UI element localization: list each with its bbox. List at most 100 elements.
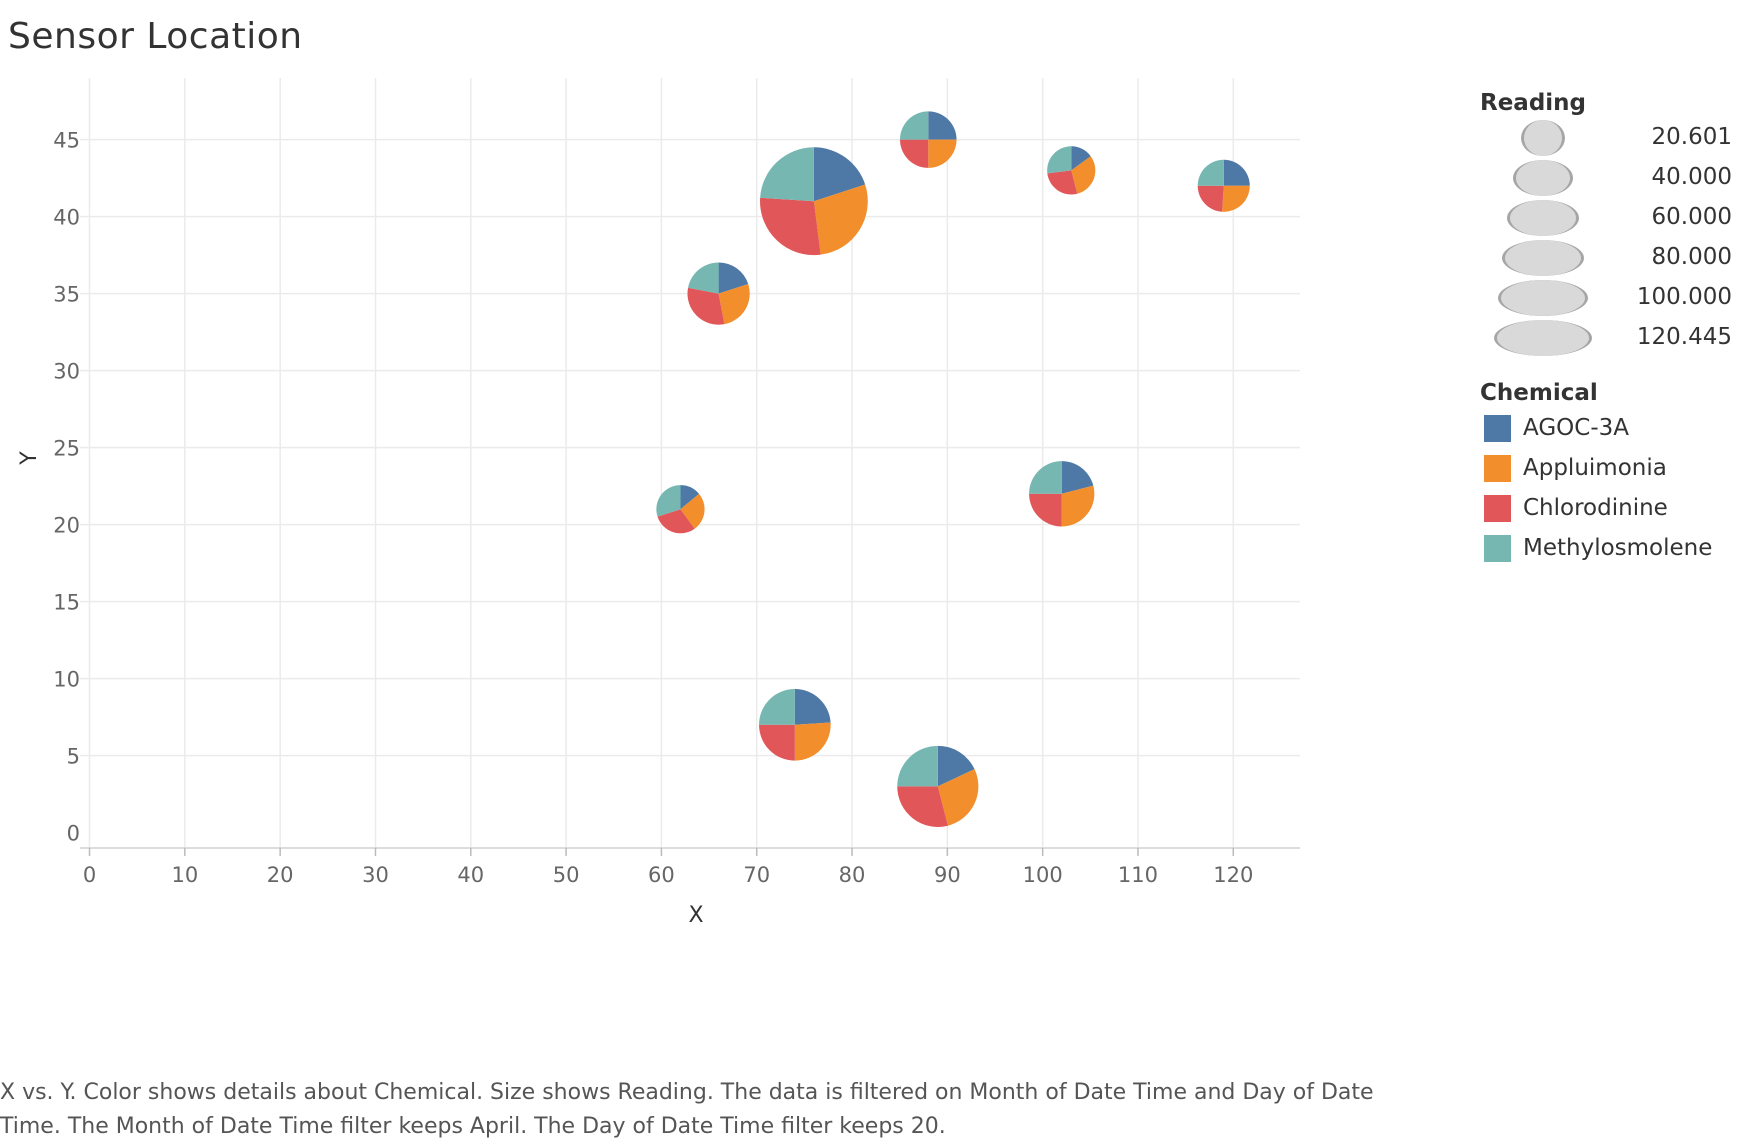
pie-slice	[680, 485, 700, 510]
color-legend-item: Methylosmolene	[1480, 528, 1750, 568]
color-legend-item: Chlorodinine	[1480, 488, 1750, 528]
pie-marker	[656, 485, 705, 534]
y-tick-label: 5	[67, 745, 80, 769]
pie-slice	[1197, 185, 1224, 212]
size-swatch	[1521, 120, 1565, 156]
pie-slice	[656, 485, 681, 517]
size-legend-item: 20.601	[1480, 118, 1750, 158]
pie-slice	[759, 724, 795, 761]
pie-marker	[687, 262, 750, 325]
size-swatch	[1498, 280, 1588, 316]
size-legend-item: 60.000	[1480, 198, 1750, 238]
y-tick-label: 40	[53, 206, 80, 230]
y-tick-label: 0	[67, 822, 80, 846]
color-legend-label: AGOC-3A	[1523, 415, 1629, 441]
pie-slice	[718, 283, 750, 325]
size-swatch	[1507, 200, 1579, 236]
color-legend-item: AGOC-3A	[1480, 408, 1750, 448]
color-legend-label: Appluimonia	[1523, 455, 1667, 481]
axis-ticks: 0 10 20 30 40 50 60 70 80 90 100 110 120 0 5 10 15 20 25 30…	[53, 129, 1253, 887]
size-swatch	[1494, 320, 1592, 356]
pie-slice	[1197, 159, 1224, 186]
pie-slice	[1071, 156, 1096, 194]
pie-slice	[928, 111, 957, 140]
y-tick-label: 25	[53, 437, 80, 461]
pie-marker	[1047, 146, 1096, 195]
size-swatch	[1513, 160, 1573, 196]
color-legend-label: Chlorodinine	[1523, 495, 1668, 521]
pie-slice	[687, 287, 725, 325]
size-swatch	[1502, 240, 1584, 276]
y-tick-label: 35	[53, 283, 80, 307]
size-legend-label: 40.000	[1651, 164, 1732, 190]
pie-marker	[760, 147, 868, 256]
pie-marker	[1029, 461, 1095, 527]
size-legend-item: 40.000	[1480, 158, 1750, 198]
color-swatch	[1484, 454, 1511, 482]
color-swatch	[1484, 534, 1511, 562]
y-tick-label: 20	[53, 514, 80, 538]
pie-marker	[897, 745, 979, 827]
x-axis-title: X	[688, 903, 703, 928]
color-legend-item: Appluimonia	[1480, 448, 1750, 488]
pie-slice	[1061, 485, 1095, 527]
pie-slice	[794, 688, 831, 725]
pie-marker	[900, 111, 957, 168]
pie-slice	[1047, 170, 1078, 195]
y-tick-label: 45	[53, 129, 80, 153]
x-tick-label: 10	[171, 863, 198, 887]
size-legend-title: Reading	[1480, 90, 1587, 116]
x-tick-label: 120	[1213, 863, 1253, 887]
x-tick-label: 20	[267, 863, 294, 887]
y-tick-label: 10	[53, 668, 80, 692]
pie-slice	[657, 509, 695, 534]
x-tick-label: 70	[743, 863, 770, 887]
size-legend-label: 100.000	[1636, 284, 1732, 310]
x-tick-label: 90	[934, 863, 961, 887]
x-tick-label: 110	[1118, 863, 1158, 887]
pie-slice	[813, 184, 868, 255]
size-legend-item: 80.000	[1480, 238, 1750, 278]
pie-slice	[900, 111, 929, 140]
size-legend-item: 100.000	[1480, 278, 1750, 318]
pie-slice	[1029, 461, 1062, 494]
color-legend: AGOC-3A Appluimonia Chlorodinine Methylosmo…	[1480, 408, 1750, 568]
color-swatch	[1484, 414, 1511, 442]
pie-slice	[937, 745, 975, 787]
pie-slice	[794, 722, 831, 761]
pie-marker	[759, 688, 831, 761]
pie-slice	[680, 493, 705, 529]
x-tick-label: 0	[83, 863, 96, 887]
grid-lines	[80, 78, 1300, 849]
color-legend-label: Methylosmolene	[1523, 535, 1713, 561]
y-tick-label: 15	[53, 591, 80, 615]
pie-slice	[897, 745, 938, 787]
x-tick-label: 40	[457, 863, 484, 887]
pie-slice	[688, 262, 719, 294]
pie-slice	[813, 147, 866, 202]
size-legend-label: 60.000	[1651, 204, 1732, 230]
size-legend-label: 80.000	[1651, 244, 1732, 270]
pie-slice	[1222, 185, 1250, 212]
legend-panel: Reading 20.601 40.000 60.000 80.000 100.000 1…	[1480, 90, 1750, 568]
pie-slice	[928, 139, 957, 168]
pie-slice	[1061, 461, 1094, 494]
scatter-plot: 0 10 20 30 40 50 60 70 80 90 100 110 120 0 5 10 15 20 25 30…	[17, 78, 1300, 928]
size-legend-label: 20.601	[1651, 124, 1732, 150]
pie-slice	[759, 688, 795, 725]
color-legend-title: Chemical	[1480, 380, 1598, 406]
color-swatch	[1484, 494, 1511, 522]
pie-slice	[1223, 159, 1250, 186]
pie-slice	[1029, 493, 1062, 527]
x-tick-label: 100	[1023, 863, 1063, 887]
y-tick-label: 30	[53, 360, 80, 384]
chart-title: Sensor Location	[8, 16, 303, 57]
pie-markers	[656, 111, 1250, 827]
pie-slice	[760, 147, 814, 202]
pie-slice	[900, 139, 929, 168]
chart-caption: X vs. Y. Color shows details about Chemi…	[0, 1080, 1374, 1139]
x-tick-label: 80	[839, 863, 866, 887]
pie-slice	[1071, 146, 1091, 171]
pie-slice	[937, 769, 979, 826]
x-tick-label: 30	[362, 863, 389, 887]
